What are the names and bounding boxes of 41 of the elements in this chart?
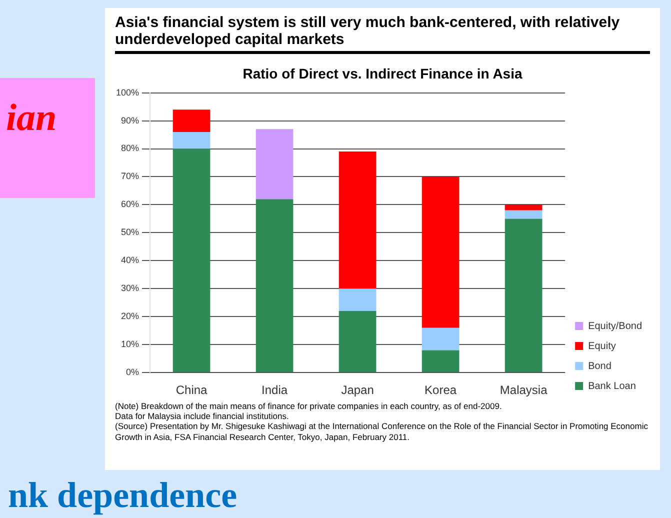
bar: [172, 148, 210, 372]
x-tick-label: Korea: [424, 383, 457, 398]
y-tick-label: 70%: [121, 171, 140, 182]
legend-label: Bond: [588, 360, 612, 372]
bar: [256, 199, 294, 372]
y-tick-label: 100%: [116, 87, 140, 98]
y-tick-label: 50%: [121, 227, 140, 238]
text: Data for Malaysia include financial institutions.: [115, 411, 290, 422]
chart-subtitle: Ratio of Direct vs. Indirect Finance in Asia: [242, 65, 522, 82]
y-tick-label: 30%: [121, 283, 140, 294]
y-tick-label: 10%: [121, 339, 140, 350]
y-tick-label: 60%: [121, 199, 140, 210]
y-tick-label: 80%: [121, 143, 140, 154]
bar: [504, 218, 542, 372]
bar: [256, 129, 294, 200]
text: nk dependence: [8, 474, 238, 516]
bar: [172, 110, 210, 132]
legend-label: Equity/Bond: [588, 320, 642, 332]
x-tick-label: India: [262, 383, 288, 398]
y-tick-label: 20%: [121, 311, 140, 322]
legend-label: Bank Loan: [588, 380, 636, 392]
bar: [422, 176, 460, 328]
y-tick-label: 40%: [121, 255, 140, 266]
bar: [338, 152, 376, 289]
y-tick-label: 90%: [121, 115, 140, 126]
x-tick-label: Malaysia: [500, 383, 548, 398]
bar: [422, 328, 460, 350]
bar: [504, 210, 542, 219]
text: (Note) Breakdown of the main means of finance for private companies in each country, as of end-2009.: [115, 401, 503, 412]
text: (Source) Presentation by Mr. Shigesuke Kashiwagi at the International Conference on the Role of the Financial Sector in Promoting Economic Growth in Asia, FSA Financial Research Center, Tokyo, Japan, February 2011.: [115, 421, 649, 442]
bar: [504, 204, 542, 210]
chart-title: Asia's financial system is still very much bank-centered, with relatively underdeveloped capital markets: [115, 14, 650, 54]
legend-label: Equity: [588, 340, 616, 352]
x-tick-label: China: [176, 383, 208, 398]
bar: [338, 311, 376, 372]
x-tick-label: Japan: [341, 383, 374, 398]
text: ian: [0, 78, 95, 198]
bar: [338, 288, 376, 312]
bar: [422, 350, 460, 372]
y-tick-label: 0%: [126, 367, 140, 378]
bar: [172, 132, 210, 149]
